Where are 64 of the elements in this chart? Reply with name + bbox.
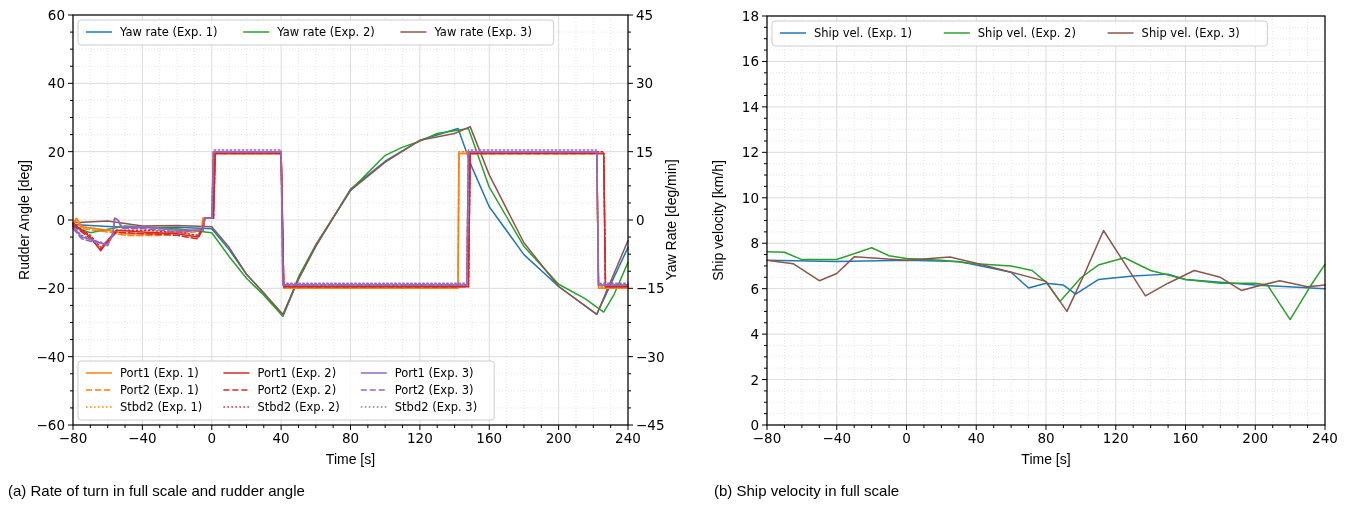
legend-label: Port1 (Exp. 2) xyxy=(257,366,337,380)
y-tick-label: 16 xyxy=(741,53,759,70)
legend-label: Ship vel. (Exp. 2) xyxy=(977,26,1076,40)
x-tick-label: −80 xyxy=(752,430,782,446)
y-tick-label: 14 xyxy=(741,98,759,115)
y2-tick-label: −15 xyxy=(636,280,665,297)
x-tick-label: 120 xyxy=(406,430,433,446)
legend-label: Yaw rate (Exp. 3) xyxy=(433,25,532,39)
y2-axis-title: Yaw Rate [deg/min] xyxy=(663,159,679,281)
y-tick-label: 40 xyxy=(47,75,65,92)
y-tick-label: −20 xyxy=(36,280,65,297)
legend-label: Port1 (Exp. 3) xyxy=(394,366,474,380)
x-tick-label: 80 xyxy=(341,430,360,446)
y-tick-label: 12 xyxy=(741,144,759,161)
y-tick-label: 20 xyxy=(47,143,65,160)
x-tick-label: 120 xyxy=(1102,430,1129,446)
legend-label: Port2 (Exp. 3) xyxy=(394,383,474,397)
x-tick-label: 0 xyxy=(207,430,217,446)
y2-tick-label: −30 xyxy=(636,348,665,365)
legend-label: Stbd2 (Exp. 1) xyxy=(120,400,203,414)
legend-label: Yaw rate (Exp. 2) xyxy=(276,25,375,39)
y-tick-label: 2 xyxy=(750,371,759,388)
y-tick-label: 60 xyxy=(47,7,65,23)
legend-label: Port2 (Exp. 1) xyxy=(120,383,199,397)
y-axis-title: Rudder Angle [deg] xyxy=(16,160,32,280)
y2-tick-label: 0 xyxy=(636,212,645,228)
text: (a) Rate of turn in full scale and rudder angle xyxy=(8,482,305,499)
x-tick-label: 200 xyxy=(545,430,572,446)
y-tick-label: −40 xyxy=(36,348,65,365)
x-axis-title: Time [s] xyxy=(1021,451,1071,467)
y-tick-label: 8 xyxy=(750,235,759,252)
x-tick-label: −40 xyxy=(128,430,157,446)
y2-tick-label: 45 xyxy=(636,7,654,23)
y-tick-label: 6 xyxy=(750,280,759,297)
x-tick-label: 160 xyxy=(1172,430,1199,446)
x-tick-label: 40 xyxy=(272,430,290,446)
legend-label: Port2 (Exp. 2) xyxy=(257,383,337,397)
y-tick-label: 0 xyxy=(56,212,65,228)
legend-label: Yaw rate (Exp. 1) xyxy=(119,25,218,39)
y-tick-label: 18 xyxy=(741,8,759,24)
y-tick-label: −60 xyxy=(36,417,65,433)
text: (b) Ship velocity in full scale xyxy=(714,482,900,499)
x-axis-title: Time [s] xyxy=(325,451,376,467)
y2-tick-label: 15 xyxy=(636,143,654,160)
legend-label: Port1 (Exp. 1) xyxy=(120,366,199,380)
legend-label: Stbd2 (Exp. 3) xyxy=(394,400,478,414)
legend-label: Stbd2 (Exp. 2) xyxy=(257,400,340,414)
x-tick-label: 160 xyxy=(476,430,503,446)
x-tick-label: 0 xyxy=(902,430,911,446)
x-tick-label: −40 xyxy=(822,430,851,446)
y2-tick-label: −45 xyxy=(636,417,665,433)
x-tick-label: 240 xyxy=(1312,430,1338,446)
legend-label: Ship vel. (Exp. 1) xyxy=(814,26,913,40)
x-tick-label: 240 xyxy=(615,430,641,446)
y-tick-label: 4 xyxy=(750,326,759,343)
x-tick-label: −80 xyxy=(58,430,88,446)
legend-label: Ship vel. (Exp. 3) xyxy=(1141,26,1240,40)
y-tick-label: 10 xyxy=(741,189,759,206)
y-axis-title: Ship velocity [km/h] xyxy=(710,160,726,281)
y2-tick-label: 30 xyxy=(636,75,654,92)
x-tick-label: 200 xyxy=(1242,430,1269,446)
y-tick-label: 0 xyxy=(750,417,759,433)
x-tick-label: 80 xyxy=(1037,430,1055,446)
x-tick-label: 40 xyxy=(967,430,985,446)
